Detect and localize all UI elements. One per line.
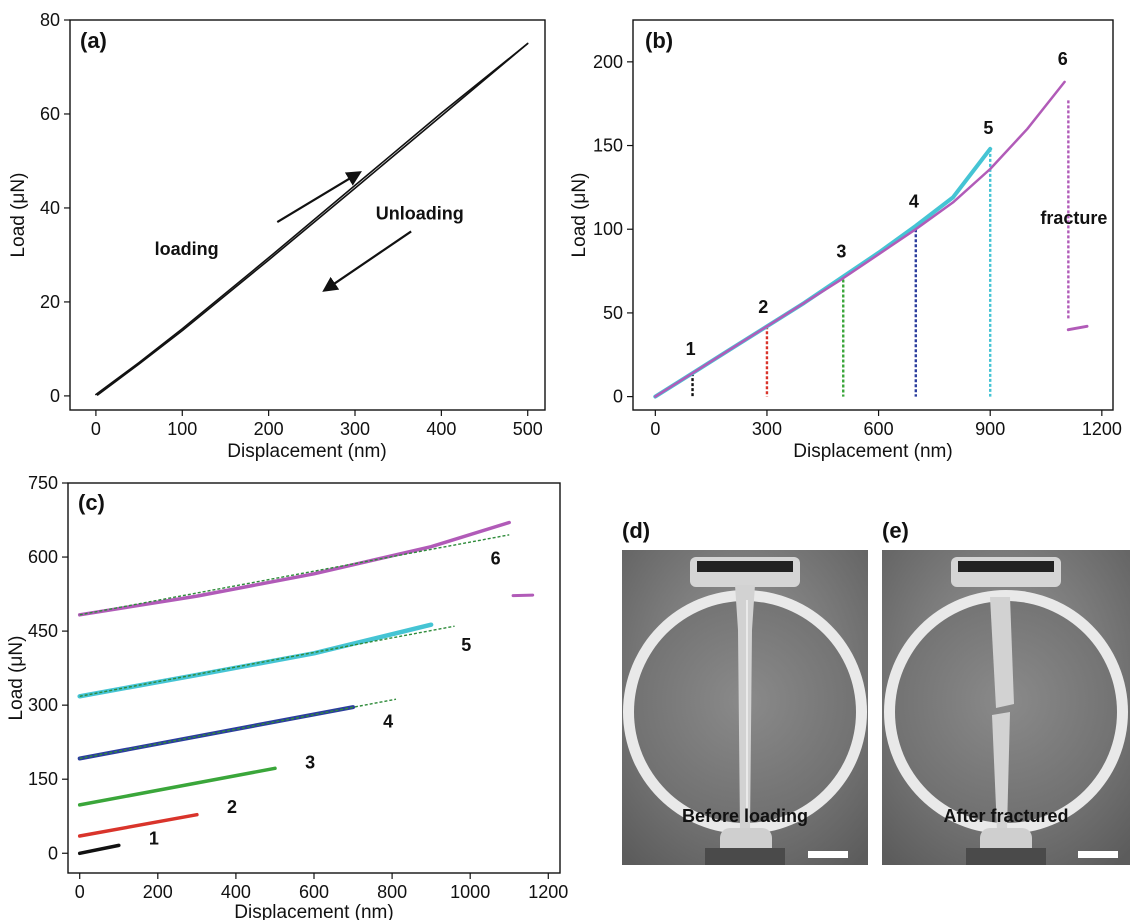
- y-tick-label: 80: [40, 10, 60, 30]
- y-axis-title: Load (μN): [6, 636, 27, 721]
- y-axis: 0 20 40 60 80: [40, 10, 70, 406]
- x-tick-label: 800: [377, 882, 407, 902]
- x-axis: 0 300 600 900 1200: [650, 410, 1122, 439]
- annotation-label: 5: [461, 635, 471, 655]
- y-tick-label: 0: [48, 843, 58, 863]
- plot-frame: [69, 19, 546, 411]
- panel-label: (b): [645, 28, 673, 53]
- plot-frame: [632, 19, 1114, 411]
- y-tick-label: 750: [28, 473, 58, 493]
- x-axis: 0 100 200 300 400 500: [91, 410, 543, 439]
- annotation-label: 4: [909, 191, 919, 211]
- sem-image-before: [622, 550, 868, 865]
- linear-fit-line-3: [79, 534, 510, 616]
- photo-caption: After fractured: [943, 806, 1068, 826]
- plot-marks: 1 2 3 4 5 6: [77, 520, 535, 856]
- x-axis-title: Displacement (nm): [234, 902, 393, 920]
- x-tick-label: 1200: [1082, 419, 1122, 439]
- plot-marks: loading Unloading: [95, 42, 529, 396]
- y-tick-label: 200: [593, 52, 623, 72]
- panel-b: 1 2 3 4 5 6 fracture 0 300 600 900 1200 0 50 100 150 2…: [569, 19, 1122, 462]
- x-tick-label: 400: [221, 882, 251, 902]
- series-line-2: [77, 812, 199, 838]
- series-line-Unloading: [96, 42, 529, 396]
- sem-image-after: [882, 550, 1130, 865]
- x-tick-label: 1200: [528, 882, 568, 902]
- scale-bar: [1078, 851, 1118, 858]
- y-axis-title: Load (μN): [8, 173, 29, 258]
- annotation-label: loading: [155, 239, 219, 259]
- y-tick-label: 50: [603, 303, 623, 323]
- y-axis: 0 50 100 150 200: [593, 52, 633, 407]
- x-tick-label: 900: [975, 419, 1005, 439]
- annotation-label: 2: [758, 297, 768, 317]
- x-tick-label: 600: [299, 882, 329, 902]
- x-tick-label: 100: [167, 419, 197, 439]
- x-axis-title: Displacement (nm): [793, 441, 952, 462]
- x-tick-label: 400: [426, 419, 456, 439]
- annotation-label: 6: [1058, 49, 1068, 69]
- panel-a: loading Unloading 0 100 200 300 400 500 0 20 40 6…: [8, 10, 546, 462]
- direction-arrow-2: [322, 230, 412, 292]
- series-line-3: [77, 766, 277, 807]
- y-tick-label: 150: [593, 136, 623, 156]
- y-tick-label: 300: [28, 695, 58, 715]
- panel-label: (d): [622, 518, 650, 543]
- x-axis: 0 200 400 600 800 1000 1200: [75, 873, 568, 902]
- x-tick-label: 200: [254, 419, 284, 439]
- annotation-label: 1: [686, 339, 696, 359]
- y-tick-label: 150: [28, 769, 58, 789]
- annotation-label: 3: [305, 752, 315, 772]
- y-axis: 0 150 300 450 600 750: [28, 473, 68, 863]
- x-axis-title: Displacement (nm): [227, 441, 386, 462]
- annotation-label: 1: [149, 828, 159, 848]
- y-tick-label: 0: [50, 386, 60, 406]
- series-line-6-after: [1066, 324, 1089, 332]
- annotation-label: 5: [983, 118, 993, 138]
- scale-bar: [808, 851, 848, 858]
- x-tick-label: 500: [513, 419, 543, 439]
- annotation-label: 2: [227, 797, 237, 817]
- annotation-label: fracture: [1040, 208, 1107, 228]
- x-tick-label: 0: [650, 419, 660, 439]
- linear-fit-line-1: [79, 698, 397, 760]
- photo-caption: Before loading: [682, 806, 808, 826]
- x-tick-label: 0: [75, 882, 85, 902]
- series-line-6: [654, 80, 1066, 398]
- y-axis-title: Load (μN): [569, 173, 590, 258]
- direction-arrow-1: [276, 171, 362, 223]
- x-tick-label: 1000: [450, 882, 490, 902]
- panel-label: (e): [882, 518, 909, 543]
- panel-c: 1 2 3 4 5 6 0 200 400 600 800 1000 1200 0 150 300 450 6…: [6, 473, 568, 920]
- annotation-label: 6: [491, 548, 501, 568]
- panel-e: (e) After fractured: [882, 518, 1130, 865]
- series-line-6: [77, 520, 511, 617]
- annotation-label: Unloading: [376, 204, 464, 224]
- x-tick-label: 600: [864, 419, 894, 439]
- y-tick-label: 20: [40, 292, 60, 312]
- y-tick-label: 40: [40, 198, 60, 218]
- plot-marks: 1 2 3 4 5 6 fracture: [653, 49, 1107, 399]
- y-tick-label: 60: [40, 104, 60, 124]
- panel-label: (c): [78, 490, 105, 515]
- x-tick-label: 300: [752, 419, 782, 439]
- x-tick-label: 0: [91, 419, 101, 439]
- linear-fit-line-2: [79, 625, 455, 697]
- x-tick-label: 300: [340, 419, 370, 439]
- series-line-1: [77, 843, 121, 856]
- series-line-loading: [95, 42, 529, 396]
- y-tick-label: 100: [593, 219, 623, 239]
- panel-d: (d) Before loading: [622, 518, 868, 865]
- y-tick-label: 600: [28, 547, 58, 567]
- y-tick-label: 0: [613, 387, 623, 407]
- series-line-5: [77, 622, 434, 699]
- plot-frame: [67, 482, 561, 874]
- panel-label: (a): [80, 28, 107, 53]
- x-tick-label: 200: [143, 882, 173, 902]
- annotation-label: 3: [836, 242, 846, 262]
- series-line-6-after: [511, 593, 535, 598]
- annotation-label: 4: [383, 711, 393, 731]
- y-tick-label: 450: [28, 621, 58, 641]
